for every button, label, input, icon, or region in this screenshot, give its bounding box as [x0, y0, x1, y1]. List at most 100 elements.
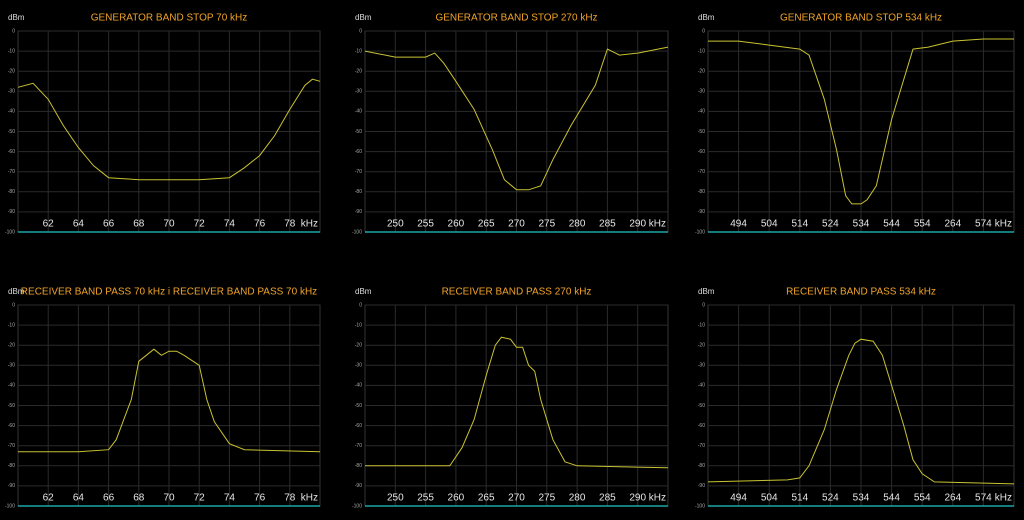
- y-tick-label: -100: [5, 229, 15, 235]
- x-tick-label: 72: [194, 493, 206, 504]
- y-tick-label: -50: [698, 129, 705, 135]
- y-tick-label: -90: [8, 483, 15, 489]
- x-tick-label: 250: [387, 493, 404, 504]
- y-tick-label: -60: [8, 423, 15, 429]
- x-tick-label: 62: [43, 493, 55, 504]
- x-tick-label: 68: [133, 219, 145, 230]
- y-tick-label: -70: [8, 443, 15, 449]
- x-tick-label: 544: [883, 219, 900, 230]
- y-tick-label: -40: [8, 383, 15, 389]
- x-axis-label: kHz: [649, 219, 666, 230]
- x-tick-label: 534: [853, 219, 870, 230]
- y-tick-label: 0: [702, 28, 705, 34]
- y-tick-label: -20: [8, 69, 15, 75]
- y-tick-label: -50: [698, 403, 705, 409]
- trace-line: [707, 338, 1015, 485]
- x-tick-label: 264: [944, 219, 961, 230]
- y-tick-label: 0: [359, 302, 362, 308]
- y-tick-label: -60: [355, 423, 362, 429]
- x-tick-label: 260: [448, 493, 465, 504]
- chart-title: RECEIVER BAND PASS 70 kHz i RECEIVER BAN…: [21, 287, 317, 298]
- x-tick-label: 70: [163, 493, 175, 504]
- chart-title: GENERATOR BAND STOP 70 kHz: [91, 13, 248, 24]
- x-tick-label: 504: [761, 219, 778, 230]
- y-tick-label: 0: [12, 302, 15, 308]
- x-tick-label: 514: [791, 493, 808, 504]
- y-tick-label: -90: [698, 483, 705, 489]
- y-tick-label: 0: [12, 28, 15, 34]
- x-tick-label: 574: [975, 219, 992, 230]
- y-tick-label: -50: [355, 403, 362, 409]
- x-axis-label: kHz: [301, 493, 318, 504]
- y-axis-label: dBm: [355, 13, 372, 22]
- x-tick-label: 554: [914, 493, 931, 504]
- y-tick-label: -80: [698, 189, 705, 195]
- y-axis-label: dBm: [698, 287, 715, 296]
- x-tick-label: 290: [629, 493, 646, 504]
- x-tick-label: 494: [730, 219, 747, 230]
- y-tick-label: -80: [355, 189, 362, 195]
- y-tick-label: -100: [5, 503, 15, 509]
- x-tick-label: 70: [163, 219, 175, 230]
- y-tick-label: -20: [355, 343, 362, 349]
- x-tick-label: 62: [43, 219, 55, 230]
- y-tick-label: -20: [698, 343, 705, 349]
- y-tick-label: -80: [698, 463, 705, 469]
- x-tick-label: 275: [538, 493, 555, 504]
- y-tick-label: -10: [8, 322, 15, 328]
- y-tick-label: -40: [355, 109, 362, 115]
- y-tick-label: -30: [698, 363, 705, 369]
- x-tick-label: 290: [629, 219, 646, 230]
- x-tick-label: 78: [284, 219, 296, 230]
- y-tick-label: -100: [695, 503, 705, 509]
- x-tick-label: 64: [73, 493, 85, 504]
- x-tick-label: 280: [569, 493, 586, 504]
- x-tick-label: 270: [508, 219, 525, 230]
- y-tick-label: -50: [8, 129, 15, 135]
- x-tick-label: 574: [975, 493, 992, 504]
- x-tick-label: 275: [538, 219, 555, 230]
- y-tick-label: -40: [355, 383, 362, 389]
- x-tick-label: 78: [284, 493, 296, 504]
- x-tick-label: 72: [194, 219, 206, 230]
- y-tick-label: -10: [355, 48, 362, 54]
- y-tick-label: -40: [8, 109, 15, 115]
- x-tick-label: 265: [478, 493, 495, 504]
- y-tick-label: -90: [698, 209, 705, 215]
- x-tick-label: 64: [73, 219, 85, 230]
- x-tick-label: 280: [569, 219, 586, 230]
- y-tick-label: -30: [8, 89, 15, 95]
- x-tick-label: 544: [883, 493, 900, 504]
- y-tick-label: -90: [8, 209, 15, 215]
- y-tick-label: -100: [695, 229, 705, 235]
- x-axis-label: kHz: [301, 219, 318, 230]
- chart-title: GENERATOR BAND STOP 270 kHz: [435, 13, 597, 24]
- x-axis-label: kHz: [649, 493, 666, 504]
- y-tick-label: -30: [355, 89, 362, 95]
- trace-line: [18, 348, 321, 453]
- y-tick-label: -10: [698, 322, 705, 328]
- x-tick-label: 285: [599, 219, 616, 230]
- y-tick-label: -40: [698, 383, 705, 389]
- chart-title: GENERATOR BAND STOP 534 kHz: [780, 13, 942, 24]
- y-axis-label: dBm: [698, 13, 715, 22]
- y-tick-label: -30: [355, 363, 362, 369]
- chart-title: RECEIVER BAND PASS 534 kHz: [786, 287, 936, 298]
- y-axis-label: dBm: [8, 287, 25, 296]
- y-tick-label: -20: [698, 69, 705, 75]
- y-tick-label: -50: [355, 129, 362, 135]
- x-tick-label: 514: [791, 219, 808, 230]
- y-tick-label: -20: [355, 69, 362, 75]
- x-axis-label: kHz: [995, 219, 1012, 230]
- y-tick-label: -50: [8, 403, 15, 409]
- x-tick-label: 285: [599, 493, 616, 504]
- y-tick-label: -10: [8, 48, 15, 54]
- y-tick-label: -60: [8, 149, 15, 155]
- y-tick-label: -70: [355, 169, 362, 175]
- y-tick-label: -60: [698, 149, 705, 155]
- y-tick-label: -70: [698, 443, 705, 449]
- x-tick-label: 76: [254, 493, 266, 504]
- y-tick-label: -80: [8, 463, 15, 469]
